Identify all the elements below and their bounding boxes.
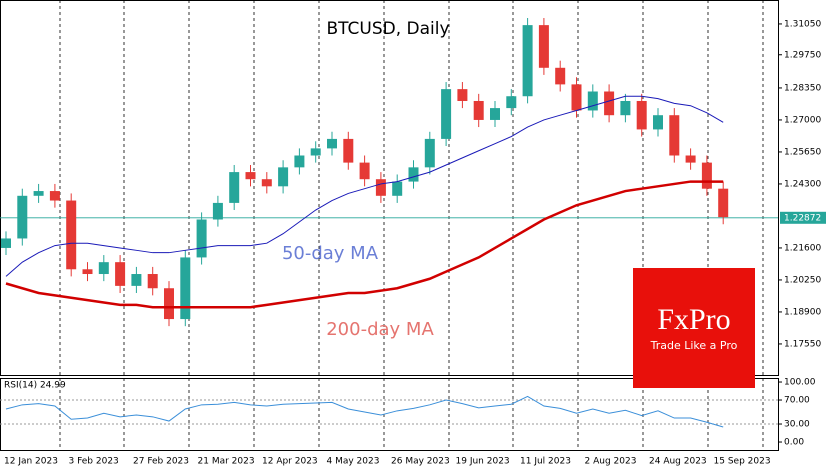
candle-body <box>718 188 729 218</box>
candle-body <box>327 138 337 149</box>
y-tick-label: 70.00 <box>784 396 810 406</box>
candle-body <box>604 91 615 116</box>
candle-body <box>294 155 305 168</box>
candle-body <box>49 191 60 201</box>
y-tick-label: 0.00 <box>784 438 804 448</box>
y-tick-label: 1.18900 <box>784 307 821 317</box>
candle-body <box>212 202 223 220</box>
x-tick-label: 24 Aug 2023 <box>649 457 707 467</box>
y-tick-label: 1.25650 <box>784 147 821 157</box>
candle-body <box>701 162 712 189</box>
candle-body <box>522 25 533 97</box>
candle-body <box>98 262 109 275</box>
y-tick-label: 1.21600 <box>784 243 821 253</box>
candle-body <box>180 257 191 320</box>
last-price-box <box>780 211 826 224</box>
x-tick-label: 11 Jul 2023 <box>520 457 571 467</box>
candle-body <box>131 274 142 286</box>
chart-title: BTCUSD, Daily <box>326 19 449 39</box>
candle-body <box>669 115 680 156</box>
candle-body <box>506 96 517 109</box>
y-tick-label: 1.31050 <box>784 19 821 29</box>
y-tick-label: 1.28350 <box>784 83 821 93</box>
candle-body <box>261 179 272 187</box>
candle-body <box>375 179 386 196</box>
y-tick-label: 1.27000 <box>784 115 821 125</box>
candle-body <box>424 138 435 168</box>
y-tick-label: 100.00 <box>784 378 816 388</box>
candle-body <box>571 84 582 111</box>
logo-brand: FxPro <box>657 303 730 336</box>
x-tick-label: 4 May 2023 <box>327 457 380 467</box>
candle-body <box>278 167 289 187</box>
x-tick-label: 15 Sep 2023 <box>714 457 771 467</box>
x-tick-label: 19 Jun 2023 <box>456 457 510 467</box>
y-tick-label: 1.24300 <box>784 179 821 189</box>
candle-body <box>636 100 647 130</box>
candle-body <box>473 100 484 120</box>
candle-body <box>17 195 28 239</box>
ma-label: 50-day MA <box>282 243 379 264</box>
logo-box <box>633 268 755 388</box>
candle-body <box>408 167 419 182</box>
ma-line <box>5 95 724 277</box>
candle-body <box>490 108 500 120</box>
ma-line <box>5 180 724 309</box>
rsi-line <box>5 395 724 428</box>
candle-body <box>343 138 354 163</box>
candle-body <box>685 155 696 163</box>
candle-body <box>457 89 468 101</box>
candle-body <box>620 100 631 116</box>
candle-body <box>164 288 174 320</box>
x-tick-label: 12 Jan 2023 <box>4 457 58 467</box>
x-tick-label: 2 Aug 2023 <box>585 457 637 467</box>
x-tick-label: 3 Feb 2023 <box>69 457 119 467</box>
logo-tagline: Trade Like a Pro <box>650 339 738 352</box>
candle-body <box>115 262 126 286</box>
candle-body <box>229 172 240 203</box>
candle-body <box>66 200 77 270</box>
candle-body <box>653 115 663 130</box>
y-tick-label: 1.29750 <box>784 50 821 60</box>
last-price-label: 1.22872 <box>784 213 821 223</box>
candle-body <box>441 89 452 139</box>
candle-body <box>359 162 370 180</box>
candle-body <box>392 181 403 196</box>
candle-body <box>147 274 158 289</box>
x-tick-label: 26 May 2023 <box>391 457 450 467</box>
candle-body <box>587 91 598 111</box>
x-tick-label: 21 Mar 2023 <box>198 457 255 467</box>
candle-body <box>555 67 566 85</box>
candle-body <box>82 269 93 275</box>
x-tick-label: 27 Feb 2023 <box>133 457 189 467</box>
candle-body <box>1 238 11 248</box>
ma-label: 200-day MA <box>326 319 434 340</box>
y-tick-label: 1.17550 <box>784 339 821 349</box>
candle-body <box>310 148 321 156</box>
candle-body <box>196 219 207 258</box>
rsi-panel <box>0 378 779 451</box>
x-tick-label: 12 Apr 2023 <box>262 457 318 467</box>
candle-body <box>538 25 549 68</box>
candle-body <box>245 172 256 180</box>
y-tick-label: 1.20250 <box>784 275 821 285</box>
rsi-title: RSI(14) 24.99 <box>4 381 66 391</box>
y-tick-label: 30.00 <box>784 420 810 430</box>
candle-body <box>33 191 44 196</box>
